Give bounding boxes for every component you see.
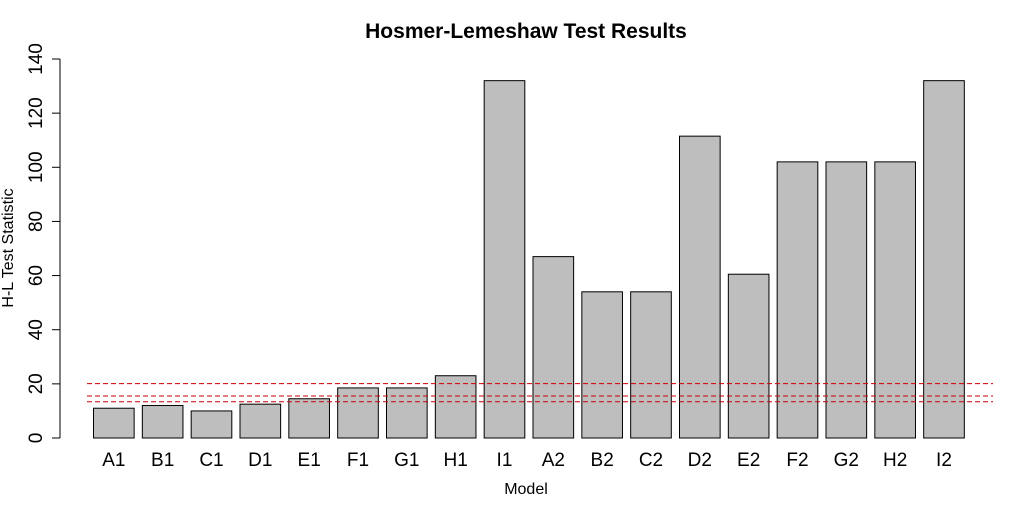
bar-c1 — [190, 410, 233, 439]
chart-title: Hosmer-Lemeshaw Test Results — [365, 20, 687, 43]
x-tick-label-h2: H2 — [883, 450, 907, 471]
x-tick-label-d2: D2 — [688, 450, 712, 471]
x-tick-label-g2: G2 — [834, 450, 859, 471]
x-tick-label-c1: C1 — [199, 450, 223, 471]
bar-e1 — [288, 398, 330, 439]
y-tick-label-120: 120 — [26, 97, 47, 129]
y-tick-label-140: 140 — [26, 43, 47, 75]
bar-a2 — [532, 256, 575, 439]
x-ticks-group: A1 B1 C1 D1 E1 F1 G1 H1 I1 A2 B2 C2 D2 E2 F2 G2 H2 I2 — [102, 450, 952, 471]
reference-lines-group — [87, 383, 993, 403]
x-tick-label-d1: D1 — [248, 450, 272, 471]
bar-i1 — [483, 80, 526, 439]
y-axis-label: H-L Test Statistic — [0, 188, 17, 307]
y-tick-label-80: 80 — [26, 211, 47, 232]
x-tick-label-a1: A1 — [102, 450, 125, 471]
x-tick-label-a2: A2 — [542, 450, 565, 471]
bar-c2 — [630, 291, 672, 439]
bar-f1 — [337, 387, 379, 439]
x-tick-label-i1: I1 — [497, 450, 513, 471]
bar-h2 — [874, 161, 916, 439]
y-tick-label-20: 20 — [26, 373, 47, 394]
bar-e2 — [727, 273, 770, 439]
y-tick-label-100: 100 — [26, 151, 47, 183]
bar-d2 — [679, 135, 721, 439]
y-tick-label-60: 60 — [26, 265, 47, 286]
x-tick-label-c2: C2 — [639, 450, 663, 471]
x-tick-label-f1: F1 — [347, 450, 369, 471]
x-tick-label-b1: B1 — [151, 450, 174, 471]
x-tick-label-e1: E1 — [298, 450, 321, 471]
y-tick-label-0: 0 — [26, 433, 47, 444]
x-tick-label-b2: B2 — [591, 450, 614, 471]
bars-group — [93, 80, 965, 439]
bar-a1 — [93, 407, 135, 439]
bar-g2 — [825, 161, 868, 439]
bar-g1 — [386, 387, 428, 439]
bar-f2 — [776, 161, 819, 439]
y-tick-label-40: 40 — [26, 319, 47, 340]
x-tick-label-h1: H1 — [444, 450, 468, 471]
x-tick-label-f2: F2 — [786, 450, 808, 471]
x-tick-label-e2: E2 — [737, 450, 760, 471]
bar-h1 — [434, 375, 477, 439]
x-tick-label-g1: G1 — [394, 450, 419, 471]
y-ticks-group: 0 20 40 60 80 100 120 140 — [26, 43, 60, 443]
bar-i2 — [923, 80, 965, 439]
x-tick-label-i2: I2 — [936, 450, 952, 471]
x-axis-label: Model — [504, 481, 548, 498]
bar-b2 — [581, 291, 623, 439]
bar-b1 — [141, 405, 184, 439]
bar-d1 — [239, 403, 282, 439]
